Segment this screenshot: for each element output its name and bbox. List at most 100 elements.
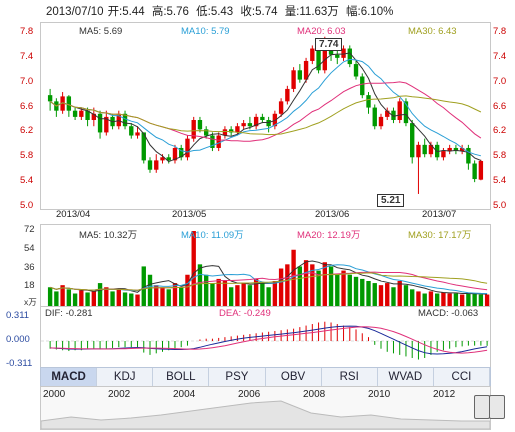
candle-body (166, 157, 171, 161)
candle-body (372, 107, 377, 127)
candle-body (97, 113, 103, 133)
price-ma20-label: MA20: 6.03 (297, 26, 346, 37)
candle-body (478, 161, 484, 180)
candle-body (135, 132, 140, 136)
volume-bar (316, 270, 321, 306)
ma5-line (49, 52, 482, 163)
volume-bar (416, 291, 421, 306)
volume-bar (66, 289, 72, 306)
price-panel[interactable]: MA5: 5.69 MA10: 5.79 MA20: 6.03 MA30: 6.… (40, 22, 491, 210)
macd-dif-label: DIF: -0.281 (45, 308, 93, 319)
price-y-tick: 5.4 (493, 175, 507, 187)
year-label: 2006 (238, 389, 261, 400)
volume-bar (210, 283, 215, 306)
volume-bar (484, 294, 490, 306)
candle-body (260, 116, 265, 120)
tab-macd[interactable]: MACD (41, 368, 98, 387)
price-y-tick: 6.2 (20, 125, 34, 137)
volume-bar (154, 285, 159, 306)
year-overview-chart (41, 400, 490, 429)
candle-body (79, 110, 84, 117)
candle-body (447, 147, 452, 152)
volume-bar (291, 249, 296, 306)
candle-body (322, 39, 327, 71)
volume-bar (478, 294, 484, 306)
volume-bar (428, 291, 434, 306)
volume-bar (160, 287, 165, 306)
quote-change: 幅:6.10% (346, 6, 394, 18)
price-ma10-label: MA10: 5.79 (181, 26, 230, 37)
candle-body (466, 147, 471, 164)
ma10-line (49, 58, 482, 157)
volume-bar (397, 281, 402, 306)
volume-y-tick: 18 (24, 280, 35, 292)
price-y-tick: 7.4 (493, 50, 507, 62)
candle-body (72, 110, 78, 117)
volume-y-tick: 72 (24, 224, 35, 235)
macd-panel[interactable]: DIF: -0.281 DEA: -0.249 MACD: -0.063 (40, 306, 491, 368)
volume-bar (104, 287, 109, 306)
price-x-tick: 2013/05 (172, 209, 207, 220)
volume-bar (360, 278, 365, 306)
candle-body (104, 116, 109, 133)
ma30-line (49, 95, 482, 136)
year-navigator[interactable]: 2000 2002 2004 2006 2008 2010 2012 (40, 386, 491, 430)
candle-body (241, 123, 246, 127)
candle-body (141, 132, 146, 161)
tab-boll[interactable]: BOLL (153, 368, 210, 387)
dea-line (50, 326, 488, 354)
volume-bar (441, 292, 446, 306)
candle-body (116, 113, 121, 127)
indicator-tabs: MACD KDJ BOLL PSY OBV RSI WVAD CCI (40, 367, 491, 388)
volume-bar (272, 281, 278, 306)
year-label: 2012 (433, 389, 456, 400)
macd-y-tick: 0.000 (6, 334, 30, 345)
candle-body (191, 120, 196, 139)
volume-bar (403, 285, 409, 306)
volume-bar (322, 262, 327, 306)
year-label: 2004 (173, 389, 196, 400)
volume-bar (447, 293, 452, 306)
price-y-tick: 6.6 (20, 100, 34, 112)
candle-body (85, 110, 90, 120)
volume-bar (472, 293, 477, 306)
tab-wvad[interactable]: WVAD (378, 368, 434, 387)
tab-rsi[interactable]: RSI (322, 368, 378, 387)
price-y-tick: 7.0 (20, 75, 34, 87)
range-handle-left[interactable] (474, 395, 490, 419)
quote-volume: 量:11.63万 (284, 6, 339, 18)
volume-bar (385, 283, 390, 306)
candle-body (360, 76, 365, 96)
candle-body (453, 147, 459, 152)
candle-body (441, 151, 446, 158)
candle-body (197, 120, 203, 130)
candle-body (297, 70, 303, 80)
candle-body (285, 88, 290, 102)
volume-bar (197, 264, 203, 306)
volume-bar (459, 294, 465, 306)
candle-body (210, 135, 215, 148)
macd-dea-label: DEA: -0.249 (219, 308, 271, 319)
candle-body (160, 157, 165, 161)
price-y-tick: 6.2 (493, 125, 507, 137)
tab-kdj[interactable]: KDJ (97, 368, 154, 387)
volume-bar (185, 274, 190, 306)
macd-chart (41, 321, 490, 360)
candle-body (253, 116, 259, 127)
candle-body (472, 163, 477, 180)
volume-bar (235, 285, 240, 306)
volume-bar (391, 287, 396, 306)
volume-bar (191, 231, 196, 306)
volume-bar (453, 293, 459, 306)
candle-body (179, 147, 184, 158)
volume-panel[interactable]: MA5: 10.32万 MA10: 11.09万 MA20: 12.19万 MA… (40, 224, 491, 308)
candle-body (403, 101, 409, 124)
volume-bar (166, 289, 171, 306)
candle-body (185, 138, 190, 158)
tab-psy[interactable]: PSY (209, 368, 266, 387)
tab-obv[interactable]: OBV (266, 368, 322, 387)
dif-line (50, 325, 488, 355)
range-handle-right[interactable] (489, 395, 505, 419)
tab-cci[interactable]: CCI (434, 368, 490, 387)
volume-bar (147, 274, 153, 306)
